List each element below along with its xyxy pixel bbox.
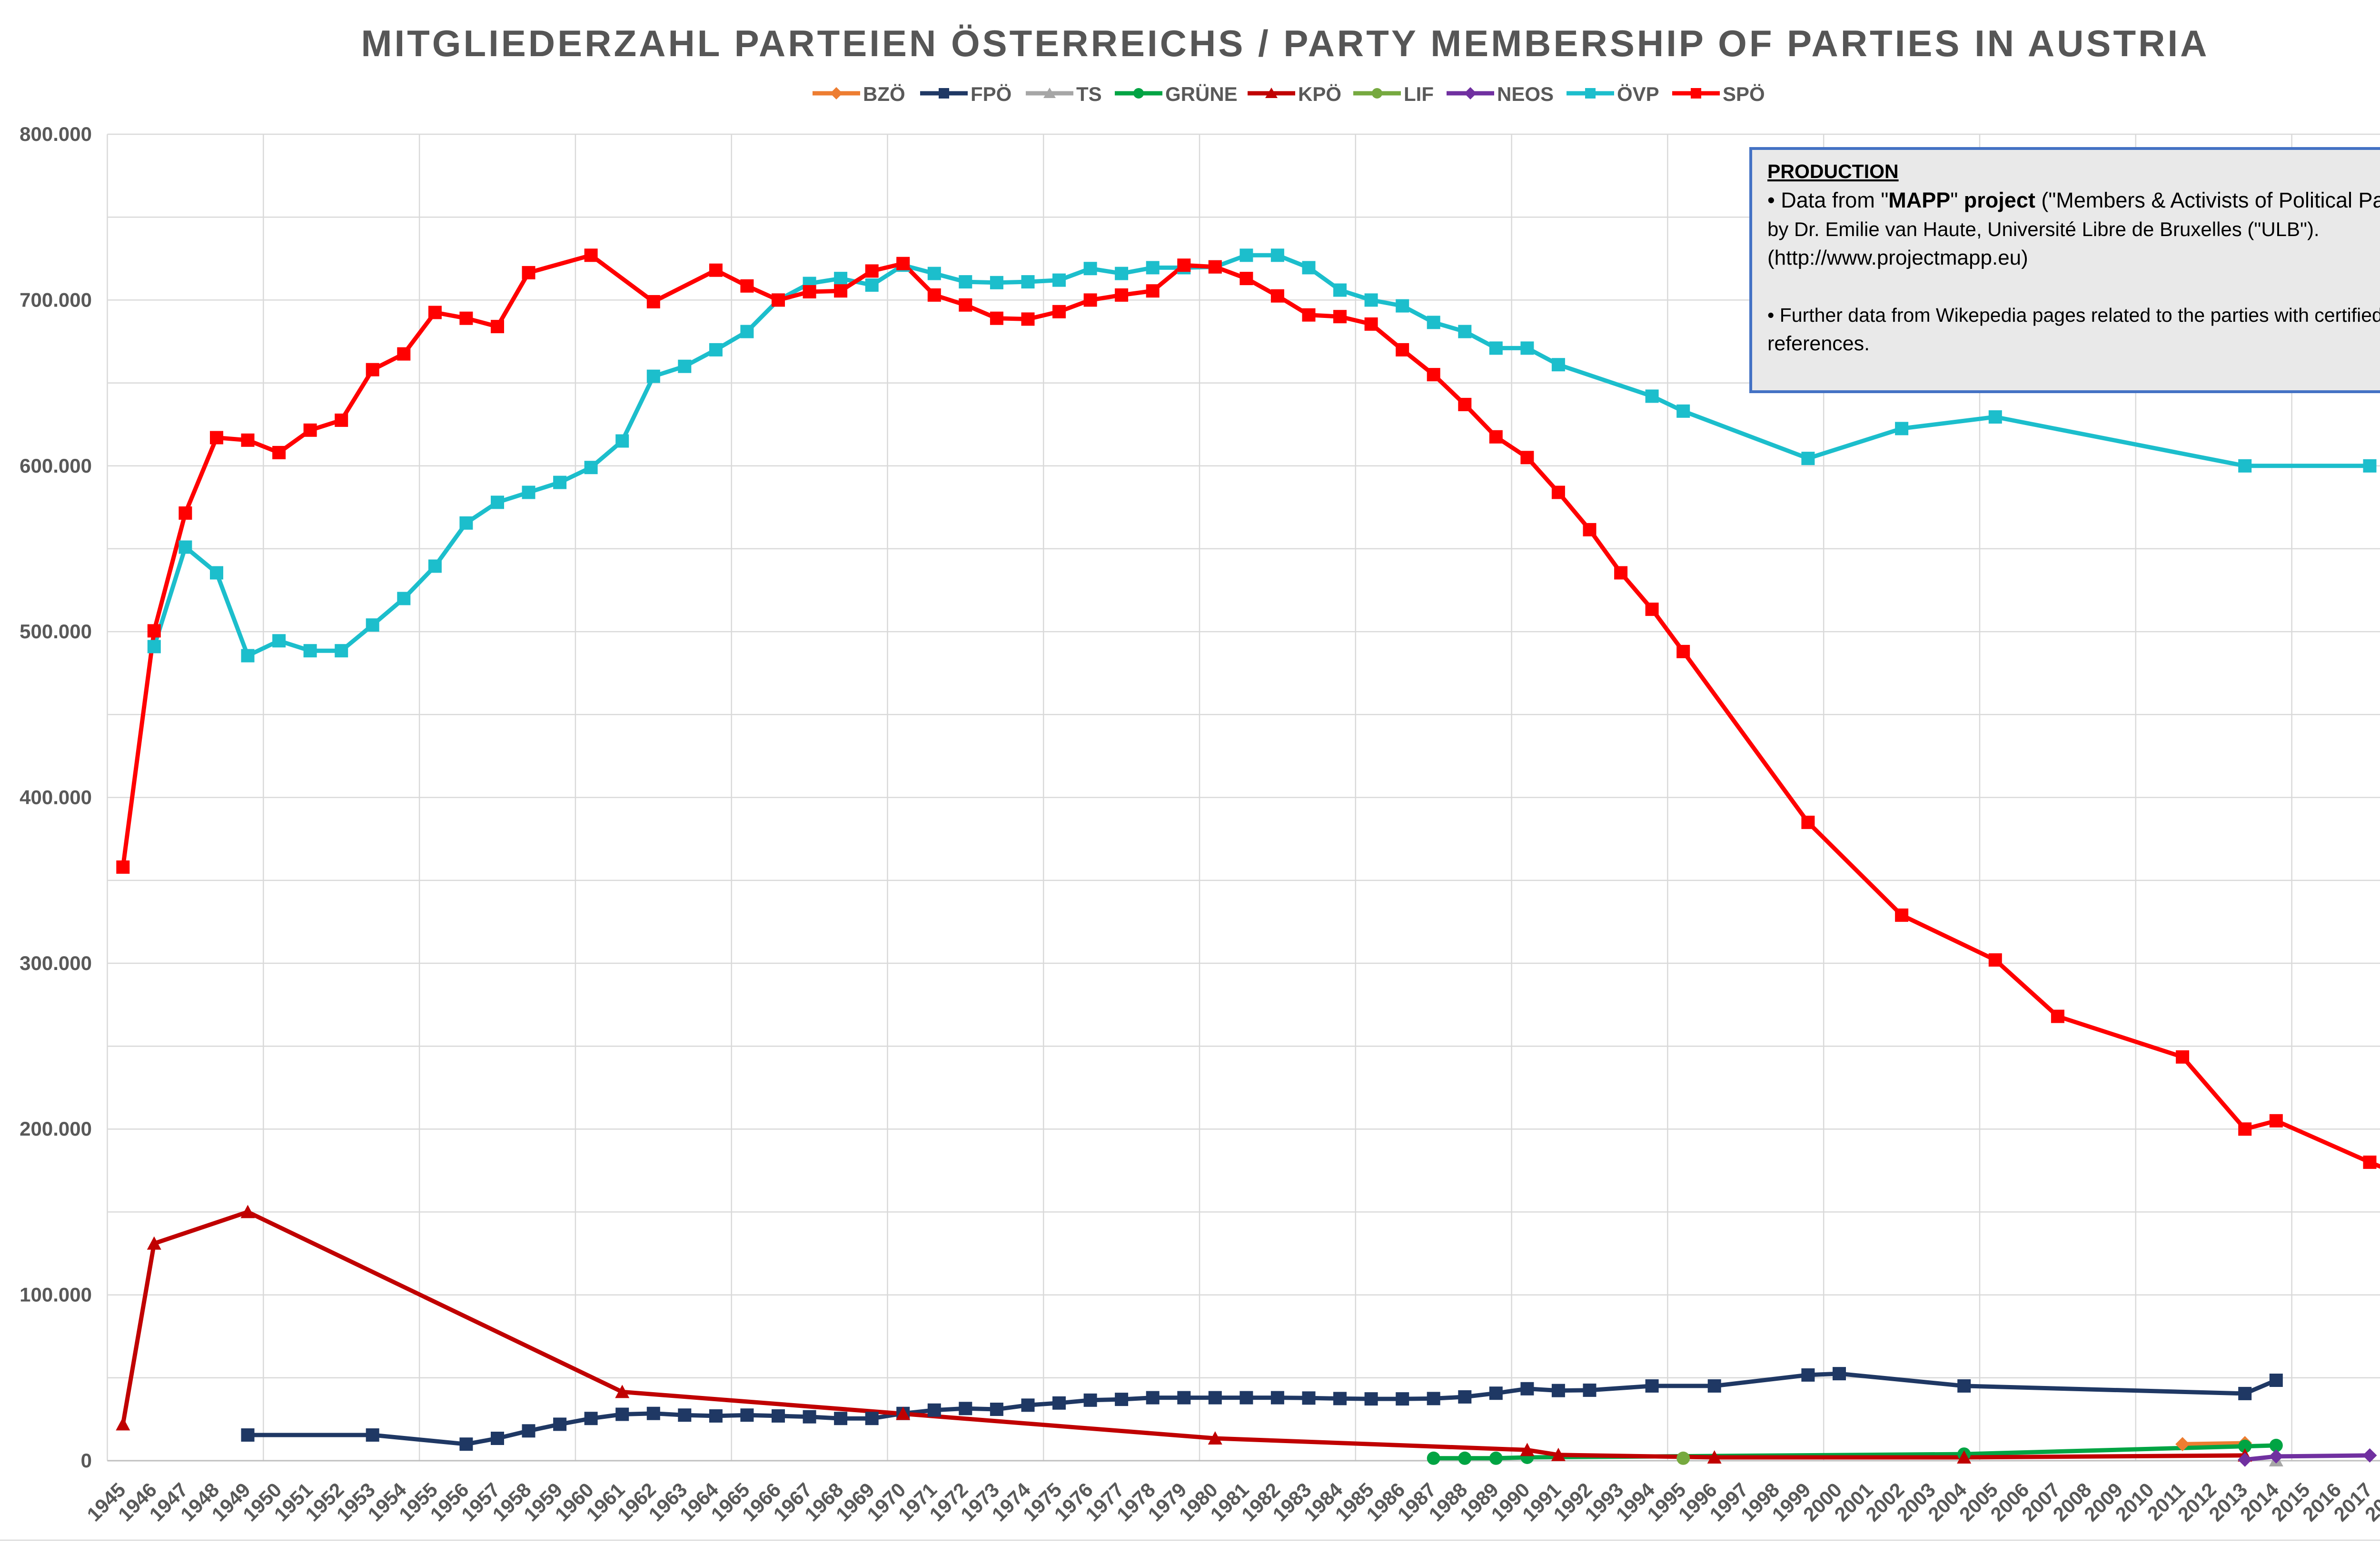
svg-text:• Further data from Wikepedia: • Further data from Wikepedia pages rela… [1767,304,2380,326]
svg-text:LIF: LIF [1404,83,1434,105]
svg-text:0: 0 [81,1449,92,1472]
svg-text:GRÜNE: GRÜNE [1165,83,1238,105]
svg-text:MITGLIEDERZAHL PARTEIEN ÖSTERR: MITGLIEDERZAHL PARTEIEN ÖSTERREICHS / PA… [361,22,2209,64]
svg-text:by Dr. Emilie van Haute, Unive: by Dr. Emilie van Haute, Université Libr… [1767,218,2320,240]
svg-text:100.000: 100.000 [20,1284,92,1306]
svg-text:SPÖ: SPÖ [1723,83,1765,105]
svg-text:700.000: 700.000 [20,288,92,311]
svg-text:KPÖ: KPÖ [1298,83,1341,105]
svg-text:600.000: 600.000 [20,455,92,477]
svg-text:200.000: 200.000 [20,1118,92,1140]
svg-text:(http://www.projectmapp.eu): (http://www.projectmapp.eu) [1767,246,2028,269]
svg-text:500.000: 500.000 [20,620,92,643]
svg-text:references.: references. [1767,332,1870,355]
svg-text:FPÖ: FPÖ [971,83,1012,105]
svg-text:400.000: 400.000 [20,786,92,809]
svg-text:NEOS: NEOS [1497,83,1554,105]
svg-text:PRODUCTION: PRODUCTION [1767,160,1899,182]
svg-text:ÖVP: ÖVP [1617,83,1659,105]
svg-text:• Data from "MAPP" project ("M: • Data from "MAPP" project ("Members & A… [1767,188,2380,212]
svg-text:800.000: 800.000 [20,123,92,145]
svg-text:TS: TS [1076,83,1102,105]
svg-text:300.000: 300.000 [20,952,92,974]
svg-text:BZÖ: BZÖ [863,83,905,105]
